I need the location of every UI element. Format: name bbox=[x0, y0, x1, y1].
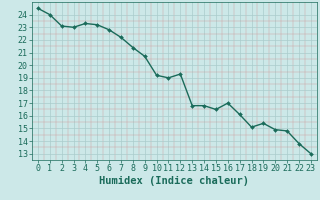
X-axis label: Humidex (Indice chaleur): Humidex (Indice chaleur) bbox=[100, 176, 249, 186]
